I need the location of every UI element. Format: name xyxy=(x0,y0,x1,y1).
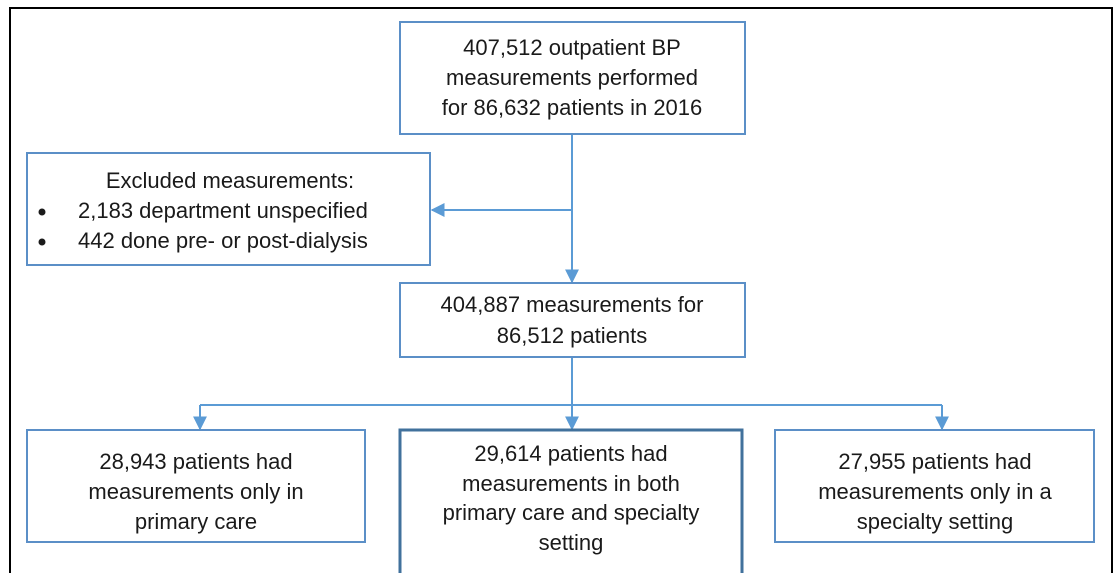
box xyxy=(398,428,744,578)
node-text: 404,887 measurements for xyxy=(441,292,704,317)
box xyxy=(399,282,746,358)
node-text: 407,512 outpatient BP xyxy=(463,35,681,60)
list-item: 442 done pre- or post-dialysis xyxy=(78,228,368,253)
bullet xyxy=(38,208,46,216)
node-text: setting xyxy=(539,530,604,555)
node-text: measurements only in a xyxy=(818,479,1052,504)
node-text: 29,614 patients had xyxy=(474,441,667,466)
node-text: measurements performed xyxy=(446,65,698,90)
bullet xyxy=(38,238,46,246)
node-text: for 86,632 patients in 2016 xyxy=(442,95,703,120)
frame xyxy=(9,7,1113,578)
node-text: specialty setting xyxy=(857,509,1014,534)
node-text: 27,955 patients had xyxy=(838,449,1031,474)
box xyxy=(26,429,366,543)
node-text: primary care and specialty xyxy=(443,500,700,525)
box xyxy=(26,152,431,266)
box xyxy=(399,21,746,135)
node-text: measurements only in xyxy=(88,479,303,504)
node-text: primary care xyxy=(135,509,257,534)
node-text: 28,943 patients had xyxy=(99,449,292,474)
node-text: measurements in both xyxy=(462,471,680,496)
box xyxy=(774,429,1095,543)
node-title: Excluded measurements: xyxy=(106,168,354,193)
list-item: 2,183 department unspecified xyxy=(78,198,368,223)
node-text: 86,512 patients xyxy=(497,323,647,348)
